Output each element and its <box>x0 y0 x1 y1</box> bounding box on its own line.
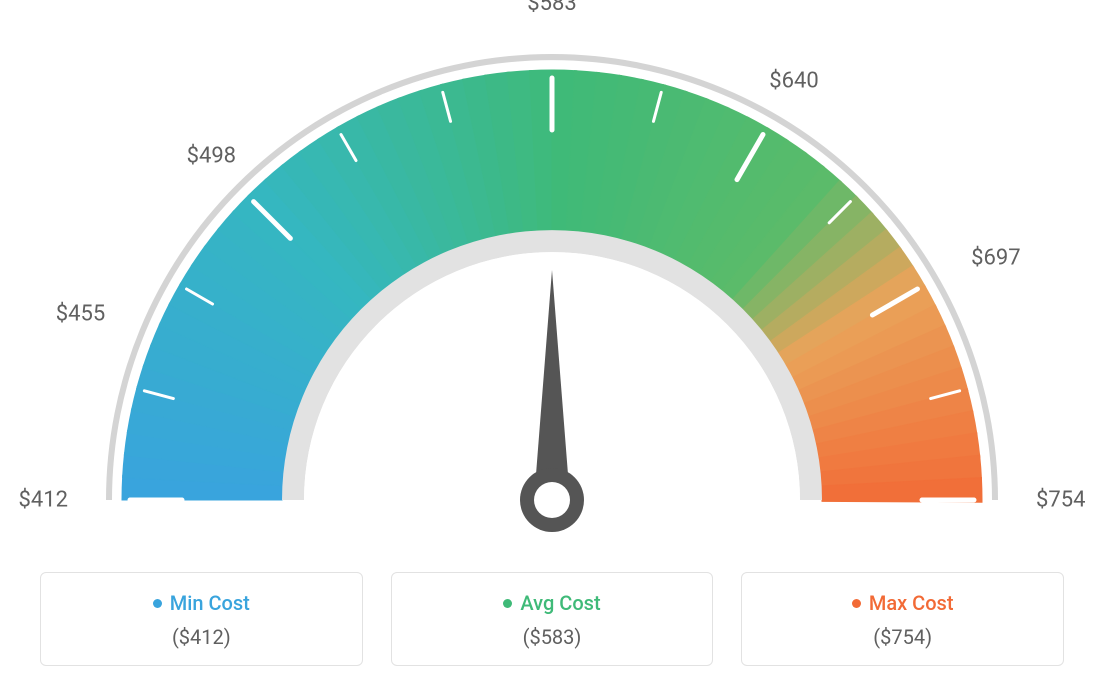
gauge-tick-label: $412 <box>19 488 68 513</box>
legend-row: Min Cost ($412) Avg Cost ($583) Max Cost… <box>40 572 1064 666</box>
gauge-tick-label: $498 <box>187 144 236 169</box>
gauge-tick-label: $455 <box>56 301 105 326</box>
dot-icon <box>153 599 162 608</box>
legend-title-max: Max Cost <box>852 591 954 615</box>
dot-icon <box>503 599 512 608</box>
legend-title-text: Avg Cost <box>520 591 600 615</box>
gauge-tick-label: $583 <box>527 0 576 16</box>
legend-card-max: Max Cost ($754) <box>741 572 1064 666</box>
legend-title-min: Min Cost <box>153 591 250 615</box>
gauge-svg <box>72 20 1032 560</box>
legend-value-avg: ($583) <box>402 625 703 649</box>
gauge-tick-label: $754 <box>1036 488 1085 513</box>
legend-card-min: Min Cost ($412) <box>40 572 363 666</box>
gauge-tick-label: $697 <box>971 246 1020 271</box>
dot-icon <box>852 599 861 608</box>
gauge-chart: $412 $455 $498 $583 $640 $697 $754 <box>0 0 1104 560</box>
legend-title-avg: Avg Cost <box>503 591 600 615</box>
legend-value-min: ($412) <box>51 625 352 649</box>
legend-card-avg: Avg Cost ($583) <box>391 572 714 666</box>
legend-title-text: Min Cost <box>170 591 250 615</box>
legend-value-max: ($754) <box>752 625 1053 649</box>
gauge-tick-label: $640 <box>769 68 818 93</box>
legend-title-text: Max Cost <box>869 591 954 615</box>
